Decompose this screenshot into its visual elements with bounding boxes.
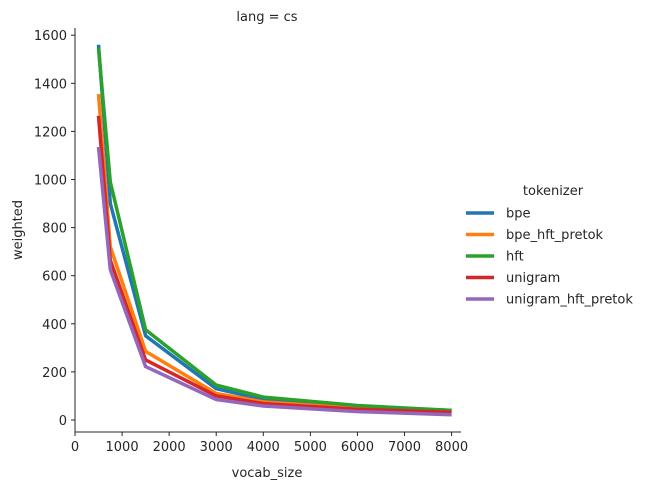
legend-title: tokenizer <box>523 184 584 199</box>
x-tick-label: 5000 <box>294 440 327 455</box>
x-tick-label: 2000 <box>153 440 186 455</box>
y-tick-label: 800 <box>42 222 67 237</box>
x-axis-title: vocab_size <box>232 466 303 481</box>
x-tick-label: 8000 <box>435 440 468 455</box>
x-tick-label: 6000 <box>341 440 374 455</box>
y-tick-label: 1000 <box>34 174 67 189</box>
y-axis-title: weighted <box>11 200 26 260</box>
x-tick-label: 3000 <box>200 440 233 455</box>
y-tick-label: 0 <box>59 414 67 429</box>
x-tick-label: 0 <box>71 440 79 455</box>
series-lines <box>99 45 452 415</box>
x-tick-label: 7000 <box>388 440 421 455</box>
legend-label-unigram: unigram <box>506 271 560 286</box>
x-tick-label: 1000 <box>106 440 139 455</box>
axes: 0 1000 2000 3000 4000 5000 6000 7000 8000 0 200 400… <box>34 28 468 455</box>
x-tick-label: 4000 <box>247 440 280 455</box>
y-tick-label: 1400 <box>34 77 67 92</box>
legend-label-bpe: bpe <box>506 207 531 222</box>
series-line-unigram-hft-pretok <box>99 147 452 415</box>
legend-label-bpe-hft-pretok: bpe_hft_pretok <box>506 228 604 243</box>
y-tick-label: 200 <box>42 366 67 381</box>
chart-title: lang = cs <box>236 10 297 25</box>
legend-label-unigram-hft-pretok: unigram_hft_pretok <box>506 293 633 308</box>
legend-label-hft: hft <box>506 250 524 265</box>
y-tick-label: 600 <box>42 270 67 285</box>
y-tick-label: 1200 <box>34 125 67 140</box>
y-tick-label: 400 <box>42 318 67 333</box>
y-tick-label: 1600 <box>34 29 67 44</box>
